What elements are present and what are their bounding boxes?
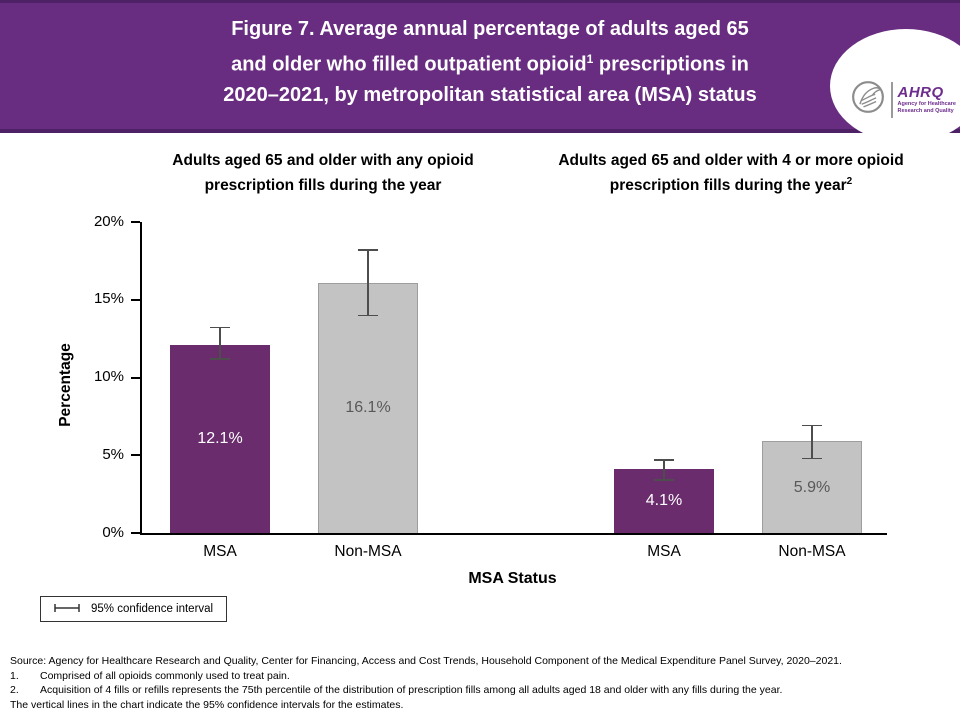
- plot-area: 0% 5% 10% 15% 20% 12.1% MSA 16.1% Non-MSA 4.1% MSA…: [94, 213, 887, 560]
- x-axis-label: MSA Status: [468, 570, 557, 587]
- error-bar-cap-top: [358, 249, 378, 251]
- y-tick-label: 20%: [93, 212, 124, 230]
- x-category-label: Non-MSA: [778, 543, 846, 560]
- header-banner: Figure 7. Average annual percentage of a…: [0, 0, 960, 143]
- error-bar-line: [219, 327, 221, 359]
- y-axis-tick: [131, 298, 140, 301]
- footnote-1: 1. Comprised of all opioids commonly use…: [10, 669, 290, 682]
- source-line: Source: Agency for Healthcare Research a…: [10, 655, 842, 667]
- footer-notes: Source: Agency for Healthcare Research a…: [10, 654, 956, 712]
- figure-title-line3: 2020–2021, by metropolitan statistical a…: [223, 83, 757, 106]
- bar: 12.1%: [170, 344, 270, 533]
- ahrq-logo-tagline-line2: Research and Quality: [897, 107, 954, 114]
- error-bar-cap-bottom: [358, 314, 378, 317]
- y-axis-label: Percentage: [57, 343, 74, 427]
- y-tick-label: 0%: [102, 523, 124, 541]
- error-bar-line: [663, 459, 665, 481]
- ahrq-logo-text: AHRQ: [897, 84, 944, 101]
- footnote-3: The vertical lines in the chart indicate…: [10, 698, 404, 711]
- error-bar-cap-top: [210, 326, 230, 329]
- error-bar-cap-top: [654, 459, 674, 461]
- bar-value-label: 16.1%: [345, 399, 391, 417]
- figure-title-line1: Figure 7. Average annual percentage of a…: [231, 18, 749, 40]
- error-bar-cap-bottom: [654, 479, 674, 481]
- confidence-interval-icon: [52, 600, 82, 618]
- x-category-label: MSA: [647, 543, 681, 560]
- panel-title-left: Adults aged 65 and older with any opioid…: [172, 152, 474, 195]
- x-category-label: Non-MSA: [334, 543, 402, 560]
- bar: 16.1%: [318, 282, 418, 533]
- bar: 5.9%: [762, 441, 862, 533]
- y-tick-label: 10%: [93, 368, 124, 385]
- logo-divider: [891, 81, 893, 118]
- ahrq-logo-tagline-line1: Agency for Healthcare: [897, 101, 956, 107]
- hhs-eagle-icon: [850, 79, 886, 120]
- legend-box: 95% confidence interval: [40, 596, 228, 622]
- y-axis-tick: [131, 376, 140, 379]
- panel-title-right: Adults aged 65 and older with 4 or more …: [558, 152, 904, 195]
- error-bar-line: [367, 249, 369, 316]
- y-tick-label: 5%: [102, 445, 124, 463]
- y-axis-tick: [131, 454, 140, 457]
- footnote-marker-2: 2: [846, 176, 853, 187]
- error-bar-cap-top: [802, 424, 822, 427]
- error-bar-line: [811, 425, 813, 459]
- footnote-2: 2. Acquisition of 4 fills or refills rep…: [10, 684, 783, 696]
- footnote-marker-1: 1: [586, 52, 594, 66]
- figure-title-line2: and older who filled outpatient opioid1 …: [231, 52, 749, 76]
- bar: 4.1%: [614, 469, 714, 533]
- ahrq-logo: AHRQ Agency for Healthcare Research and …: [830, 29, 960, 143]
- y-axis-tick: [131, 532, 140, 534]
- x-category-label: MSA: [203, 543, 237, 560]
- error-bar-cap-bottom: [802, 457, 822, 460]
- y-tick-label: 15%: [93, 290, 124, 308]
- y-axis-tick: [131, 221, 140, 223]
- bar-value-label: 4.1%: [645, 492, 683, 510]
- bar-value-label: 5.9%: [793, 478, 831, 496]
- error-bar-cap-bottom: [210, 358, 230, 360]
- figure-title: Figure 7. Average annual percentage of a…: [60, 14, 920, 110]
- legend-label: 95% confidence interval: [91, 603, 214, 615]
- bar-value-label: 12.1%: [197, 429, 243, 447]
